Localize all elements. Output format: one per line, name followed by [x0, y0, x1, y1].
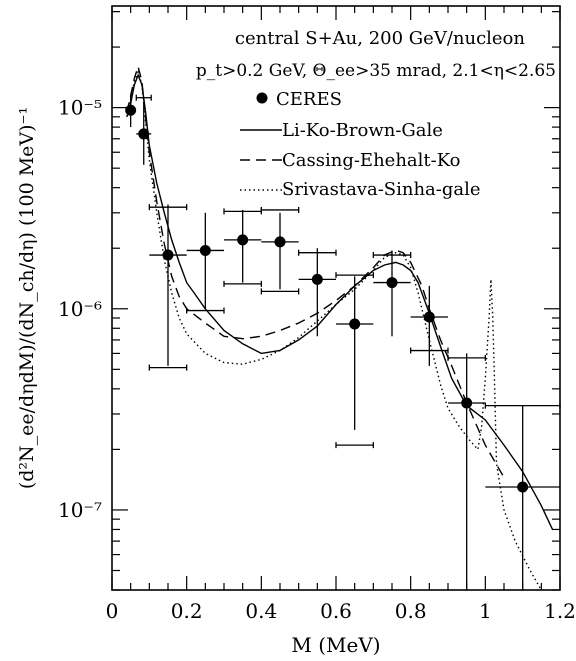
data-point: [162, 249, 174, 261]
x-tick-label: 0.8: [395, 599, 427, 623]
y-tick-label: 10⁻⁶: [58, 297, 102, 321]
y-tick-label: 10⁻⁷: [58, 498, 102, 522]
legend-label-srivastava-sinha-gale: Srivastava-Sinha-gale: [282, 179, 481, 200]
x-tick-label: 0.6: [320, 599, 352, 623]
data-point: [274, 236, 286, 248]
x-tick-labels: 0 0.2 0.4 0.6 0.8 1 1.2: [106, 599, 576, 623]
data-point: [461, 397, 473, 409]
data-point: [138, 128, 150, 140]
data-point: [349, 318, 361, 330]
legend-marker-ceres: [256, 92, 268, 104]
legend: CERES Li-Ko-Brown-Gale Cassing-Ehehalt-K…: [240, 89, 481, 200]
data-point: [423, 311, 435, 323]
model-curves: [126, 64, 554, 591]
x-tick-label: 0.4: [245, 599, 277, 623]
chart-title-line-2: p_t>0.2 GeV, Θ_ee>35 mrad, 2.1<η<2.65: [196, 61, 556, 81]
data-point: [237, 234, 249, 246]
legend-label-cassing-ehehalt-ko: Cassing-Ehehalt-Ko: [282, 150, 461, 171]
plot-frame: [111, 5, 561, 591]
data-point: [517, 481, 529, 493]
legend-label-ceres: CERES: [276, 89, 342, 110]
series-srivastava-sinha-gale: [126, 70, 542, 591]
series-li-ko-brown-gale: [126, 73, 554, 530]
x-tick-label: 0.2: [171, 599, 203, 623]
y-tick-labels: 10⁻⁷ 10⁻⁶ 10⁻⁵: [58, 96, 102, 522]
y-axis-label: (d²N_ee/dηdM)/(dN_ch/dη) (100 MeV)⁻¹: [16, 107, 38, 489]
y-tick-label: 10⁻⁵: [58, 96, 102, 120]
data-point: [199, 244, 211, 256]
x-tick-label: 1: [479, 599, 492, 623]
data-point: [125, 104, 137, 116]
ceres-points: [125, 104, 529, 493]
legend-label-li-ko-brown-gale: Li-Ko-Brown-Gale: [282, 120, 443, 141]
chart-title-line-1: central S+Au, 200 GeV/nucleon: [235, 28, 526, 49]
x-tick-label: 1.2: [544, 599, 576, 623]
x-axis-label: M (MeV): [291, 633, 380, 657]
data-point: [386, 277, 398, 289]
x-tick-label: 0: [106, 599, 119, 623]
error-bars: [130, 94, 561, 590]
data-point: [311, 273, 323, 285]
